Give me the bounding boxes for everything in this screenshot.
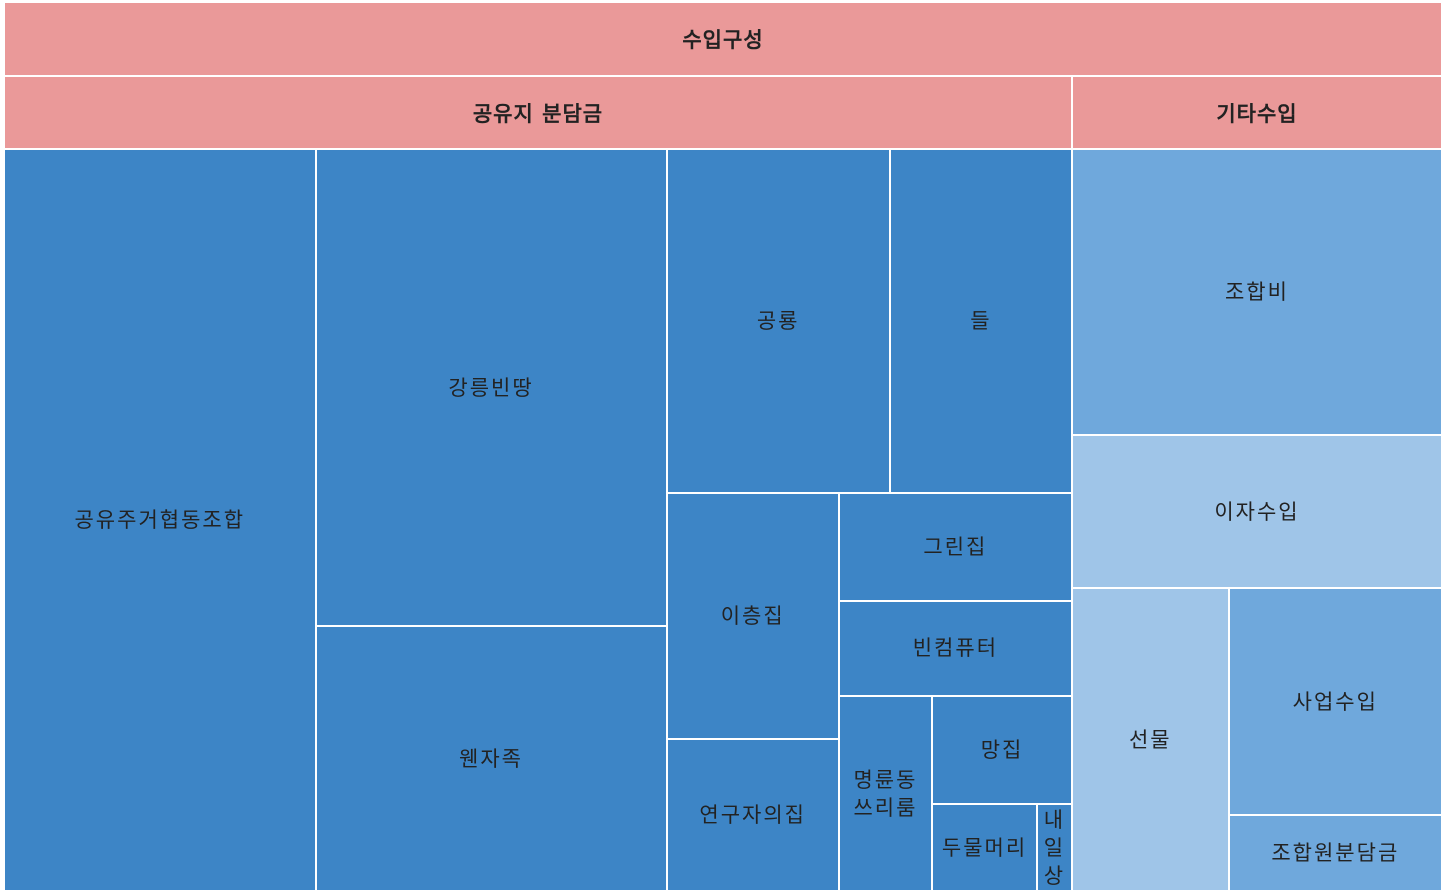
tile-label: 내일상 — [1043, 807, 1066, 888]
treemap-tile: 연구자의집 — [667, 739, 838, 890]
tile-label: 들 — [970, 308, 992, 333]
tile-label: 망집 — [980, 738, 1024, 763]
treemap-tile: 조합비 — [1072, 150, 1441, 435]
treemap-tile: 이자수입 — [1072, 436, 1441, 588]
treemap-tile: 이층집 — [667, 493, 838, 738]
treemap-tile: 명륜동쓰리룸 — [839, 697, 932, 890]
tile-label: 조합비 — [1224, 280, 1289, 305]
treemap-tile: 사업수입 — [1229, 589, 1441, 815]
tile-label: 웬자족 — [459, 746, 523, 771]
tile-label: 공유주거협동조합 — [74, 508, 246, 532]
tile-label: 사업수입 — [1292, 689, 1378, 714]
treemap-tile: 두물머리 — [933, 805, 1036, 890]
treemap-tile: 빈컴퓨터 — [839, 601, 1071, 696]
tile-label: 이층집 — [720, 603, 785, 628]
tile-label: 두물머리 — [941, 835, 1028, 860]
treemap-tile: 그린집 — [839, 493, 1071, 600]
group-header: 기타수입 — [1072, 77, 1441, 148]
tile-label: 그린집 — [923, 534, 988, 559]
treemap-tile: 선물 — [1072, 589, 1228, 890]
tile-label: 공룡 — [756, 308, 800, 333]
tile-label: 이자수입 — [1214, 499, 1300, 524]
tile-label: 강릉빈땅 — [448, 375, 534, 400]
treemap-tile: 조합원분담금 — [1229, 816, 1441, 890]
treemap-tile: 내일상 — [1037, 805, 1071, 890]
tile-label: 선물 — [1128, 727, 1172, 752]
treemap-tile: 들 — [890, 150, 1071, 492]
group-header: 공유지 분담금 — [5, 77, 1071, 148]
treemap-tile: 강릉빈땅 — [316, 150, 666, 626]
tile-label: 조합원분담금 — [1271, 841, 1400, 866]
tile-label: 빈컴퓨터 — [912, 636, 999, 661]
tile-label: 연구자의집 — [699, 802, 806, 827]
tile-label: 명륜동쓰리룸 — [853, 767, 918, 820]
treemap-tile: 공룡 — [667, 150, 889, 492]
treemap-tile: 망집 — [933, 697, 1071, 804]
treemap-tile: 공유주거협동조합 — [5, 150, 315, 890]
treemap-tile: 웬자족 — [316, 627, 666, 890]
treemap-title: 수입구성 — [5, 3, 1441, 75]
